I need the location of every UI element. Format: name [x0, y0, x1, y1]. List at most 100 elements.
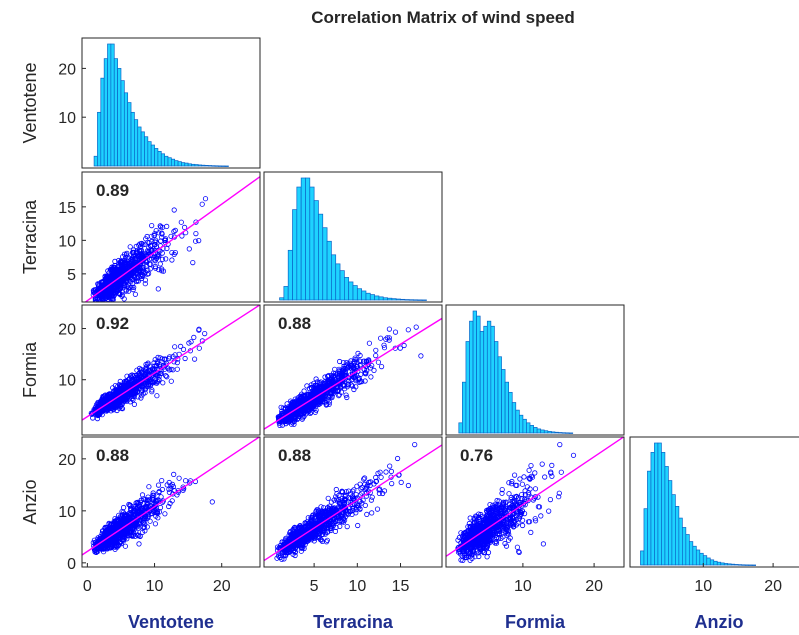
scatter-point [325, 495, 331, 501]
scatter-point [294, 406, 300, 412]
scatter-point [186, 246, 192, 252]
scatter-point [374, 506, 381, 512]
scatter-point [119, 260, 125, 266]
scatter-point [155, 354, 161, 360]
scatter-point [158, 370, 164, 377]
panel-frame [81, 304, 261, 436]
scatter-point [557, 441, 563, 448]
scatter-point [209, 499, 215, 505]
scatter-point [334, 384, 341, 390]
scatter-point [129, 372, 135, 378]
histogram-bar [504, 381, 510, 434]
scatter-point [127, 244, 133, 250]
scatter-point [343, 392, 349, 398]
scatter-point [196, 345, 202, 351]
scatter-point [322, 378, 329, 384]
scatter-point [328, 527, 334, 534]
scatter-point [347, 365, 354, 371]
histogram-bar [664, 466, 669, 566]
scatter-point [421, 427, 425, 431]
scatter-point [519, 522, 526, 529]
scatter-point [328, 499, 334, 505]
scatter-point [279, 422, 286, 428]
scatter-point [169, 498, 175, 504]
scatter-point [291, 401, 297, 407]
scatter-point [341, 517, 348, 523]
histogram-bar [292, 209, 298, 301]
scatter-point [327, 514, 333, 520]
histogram-bar [296, 186, 302, 301]
scatter-point [279, 408, 285, 414]
scatter-point [143, 364, 149, 370]
histogram-bar [170, 158, 176, 167]
scatter-point [359, 500, 365, 506]
histogram-bar [494, 341, 499, 434]
histogram-bar [734, 564, 739, 566]
scatter-point [336, 393, 342, 399]
scatter-point [348, 358, 354, 364]
scatter-point [287, 405, 293, 411]
scatter-point [476, 514, 482, 520]
histogram-bar [305, 177, 311, 301]
scatter-point [192, 356, 198, 362]
scatter-points [82, 437, 260, 556]
scatter-point [144, 500, 150, 506]
histogram-bar [692, 545, 697, 566]
scatter-point [111, 286, 117, 292]
scatter-point [145, 515, 151, 521]
scatter-point [275, 414, 281, 420]
scatter-point [168, 233, 174, 239]
histogram-bar [204, 165, 209, 167]
scatter-point [279, 556, 285, 562]
scatter-point [199, 201, 205, 207]
scatter-point [153, 498, 159, 504]
scatter-point [387, 463, 393, 469]
scatter-point [142, 384, 148, 390]
histogram-bar [716, 561, 722, 566]
scatter-point [339, 371, 345, 377]
scatter-point [138, 395, 144, 401]
scatter-point [503, 543, 510, 549]
histogram-bar [344, 277, 350, 301]
histogram-bar [688, 541, 694, 566]
scatter-point [118, 262, 124, 268]
scatter-point [130, 286, 136, 293]
scatter-point [336, 515, 342, 521]
scatter-point [297, 523, 303, 529]
scatter-point [131, 269, 137, 275]
scatter-point [142, 281, 148, 287]
scatter-point [158, 494, 164, 500]
scatter-point [160, 224, 166, 230]
scatter-ventotene-vs-formia: 0.92 [81, 304, 261, 436]
correlation-coefficient: 0.88 [96, 446, 129, 465]
scatter-point [130, 533, 136, 539]
scatter-point [172, 352, 178, 358]
scatter-point [300, 415, 306, 421]
scatter-point [97, 295, 103, 302]
scatter-point [155, 482, 162, 488]
scatter-point [127, 260, 133, 267]
histogram-bar [551, 431, 556, 434]
histogram-bar [218, 165, 223, 167]
scatter-point [119, 533, 125, 539]
scatter-point [322, 531, 328, 537]
scatter-point [368, 374, 374, 380]
scatter-point [124, 373, 130, 379]
scatter-point [160, 268, 167, 274]
histogram-bar [547, 431, 552, 434]
scatter-point [364, 511, 370, 518]
scatter-point [150, 490, 156, 496]
scatter-point [292, 552, 298, 559]
scatter-point [128, 279, 134, 285]
scatter-point [155, 359, 161, 366]
histogram-formia [445, 304, 625, 436]
scatter-point [111, 264, 117, 270]
scatter-point [361, 475, 368, 481]
scatter-point [94, 411, 101, 417]
histogram-bar [540, 429, 545, 434]
scatter-point [340, 489, 346, 495]
scatter-point [103, 408, 109, 414]
histogram-bar [197, 164, 202, 167]
scatter-points [264, 317, 442, 430]
